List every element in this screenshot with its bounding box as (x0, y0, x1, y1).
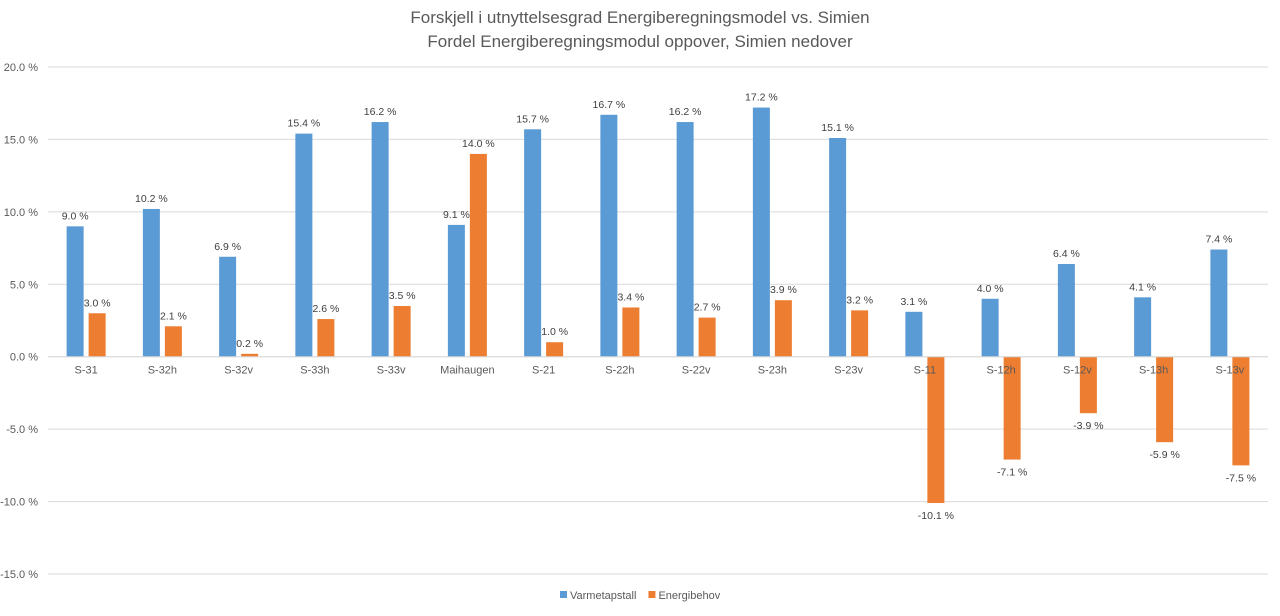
category-label: S-23v (834, 365, 863, 377)
data-label: 16.7 % (593, 99, 626, 111)
bar-varmetapstall (1134, 297, 1152, 357)
legend-swatch (560, 591, 567, 598)
data-label: 16.2 % (364, 106, 397, 118)
data-label: 9.1 % (443, 209, 470, 221)
category-label: S-22v (682, 365, 711, 377)
bar-varmetapstall (676, 122, 694, 357)
category-label: S-23h (758, 365, 787, 377)
data-label: -7.1 % (997, 467, 1027, 479)
legend-label: Varmetapstall (570, 590, 636, 602)
bar-varmetapstall (524, 129, 542, 357)
y-tick-label: -15.0 % (0, 569, 38, 581)
bar-varmetapstall (981, 298, 999, 357)
data-label: 2.6 % (312, 303, 339, 315)
bar-varmetapstall (219, 256, 237, 357)
category-label: Maihaugen (440, 365, 494, 377)
bars (66, 107, 1250, 504)
bar-energibehov (851, 310, 869, 357)
data-label: 3.9 % (770, 284, 797, 296)
category-label: S-13h (1139, 365, 1168, 377)
data-label: 6.9 % (214, 241, 241, 253)
data-label: 3.4 % (617, 291, 644, 303)
category-label: S-33v (377, 365, 406, 377)
category-label: S-21 (532, 365, 555, 377)
y-tick-label: 20.0 % (4, 62, 38, 74)
data-label: -5.9 % (1149, 449, 1179, 461)
data-label: 3.1 % (900, 296, 927, 308)
y-tick-label: 15.0 % (4, 134, 38, 146)
bar-varmetapstall (600, 114, 618, 357)
legend: Varmetapstall Energibehov (560, 590, 721, 602)
data-label: 16.2 % (669, 106, 702, 118)
category-label: S-33h (300, 365, 329, 377)
y-tick-label: -5.0 % (6, 424, 38, 436)
y-tick-label: 0.0 % (10, 352, 38, 364)
category-label: S-11 (914, 365, 936, 377)
data-label: 15.1 % (821, 122, 854, 134)
bar-varmetapstall (1210, 249, 1228, 357)
bar-energibehov (164, 326, 182, 357)
bar-energibehov (317, 319, 335, 357)
data-label: 2.1 % (160, 310, 187, 322)
legend-label: Energibehov (658, 590, 720, 602)
bar-varmetapstall (752, 107, 770, 357)
bar-varmetapstall (905, 311, 923, 357)
bar-varmetapstall (66, 226, 84, 357)
chart-title: Forskjell i utnyttelsesgrad Energiberegn… (410, 8, 870, 27)
bar-energibehov (698, 317, 716, 357)
data-label: 3.5 % (389, 290, 416, 302)
bar-varmetapstall (371, 122, 389, 357)
bar-energibehov (1079, 356, 1097, 414)
labels: 20.0 % 15.0 % 10.0 % 5.0 % 0.0 % -5.0 % -10.0 … (0, 62, 1256, 581)
y-tick-label: -10.0 % (0, 497, 38, 509)
category-label: S-22h (605, 365, 634, 377)
data-label: 15.7 % (516, 113, 549, 125)
bar-energibehov (393, 306, 411, 357)
data-label: 14.0 % (462, 138, 495, 150)
category-label: S-12h (986, 365, 1015, 377)
bar-varmetapstall (447, 224, 465, 357)
bar-energibehov (469, 153, 487, 357)
data-label: 4.1 % (1129, 281, 1156, 293)
category-label: S-32v (224, 365, 253, 377)
bar-energibehov (927, 356, 945, 504)
data-label: 6.4 % (1053, 248, 1080, 260)
bar-varmetapstall (1057, 264, 1075, 357)
data-label: 4.0 % (977, 283, 1004, 295)
bar-energibehov (1003, 356, 1021, 460)
data-label: 3.0 % (84, 297, 111, 309)
y-tick-label: 10.0 % (4, 207, 38, 219)
bar-varmetapstall (295, 133, 313, 357)
bar-energibehov (622, 307, 640, 357)
category-label: S-13v (1216, 365, 1245, 377)
data-label: -7.5 % (1226, 472, 1256, 484)
chart-subtitle: Fordel Energiberegningsmodul oppover, Si… (427, 32, 853, 51)
data-label: 1.0 % (541, 326, 568, 338)
legend-swatch (648, 591, 656, 598)
data-label: 0.2 % (236, 338, 263, 350)
data-label: 10.2 % (135, 193, 168, 205)
bar-energibehov (241, 353, 259, 357)
bar-energibehov (1156, 356, 1174, 443)
bar-varmetapstall (829, 137, 847, 357)
data-label: 2.7 % (694, 302, 721, 314)
data-label: -3.9 % (1073, 420, 1103, 432)
bar-varmetapstall (142, 208, 160, 357)
data-label: 7.4 % (1205, 234, 1232, 246)
data-label: 9.0 % (62, 210, 89, 222)
category-label: S-31 (75, 365, 98, 377)
category-label: S-12v (1063, 365, 1092, 377)
bar-energibehov (88, 313, 106, 357)
chart-title-block: Forskjell i utnyttelsesgrad Energiberegn… (0, 6, 1280, 54)
data-label: 15.4 % (288, 118, 321, 130)
y-tick-label: 5.0 % (10, 279, 38, 291)
bar-energibehov (1232, 356, 1250, 466)
data-label: 3.2 % (846, 294, 873, 306)
category-label: S-32h (148, 365, 177, 377)
data-label: 17.2 % (745, 92, 778, 104)
bar-energibehov (546, 342, 564, 357)
bar-energibehov (774, 300, 792, 357)
data-label: -10.1 % (918, 510, 954, 522)
